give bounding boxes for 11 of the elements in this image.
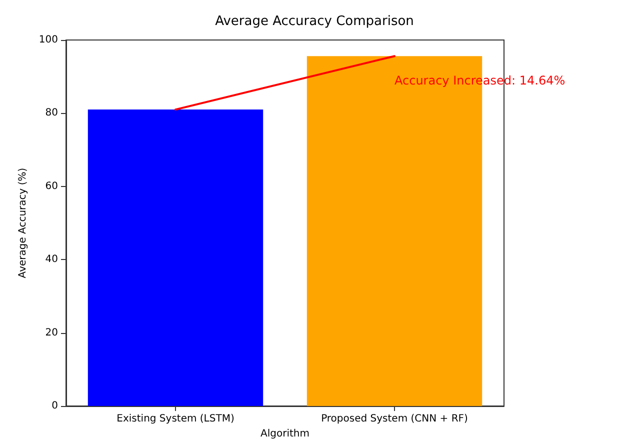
- x-axis-title: Algorithm: [260, 428, 310, 440]
- y-tick-label: 60: [45, 180, 58, 192]
- y-tick-label: 20: [45, 327, 58, 338]
- y-tick-label: 40: [45, 254, 58, 266]
- chart-title: Average Accuracy Comparison: [215, 14, 414, 29]
- y-tick-label: 100: [38, 34, 58, 46]
- x-tick-label: Proposed System (CNN + RF): [321, 414, 468, 424]
- y-tick-label: 80: [45, 108, 58, 119]
- y-tick-label: 0: [52, 400, 58, 412]
- x-tick-label: Existing System (LSTM): [116, 414, 234, 424]
- y-axis-title: Average Accuracy (%): [18, 168, 28, 278]
